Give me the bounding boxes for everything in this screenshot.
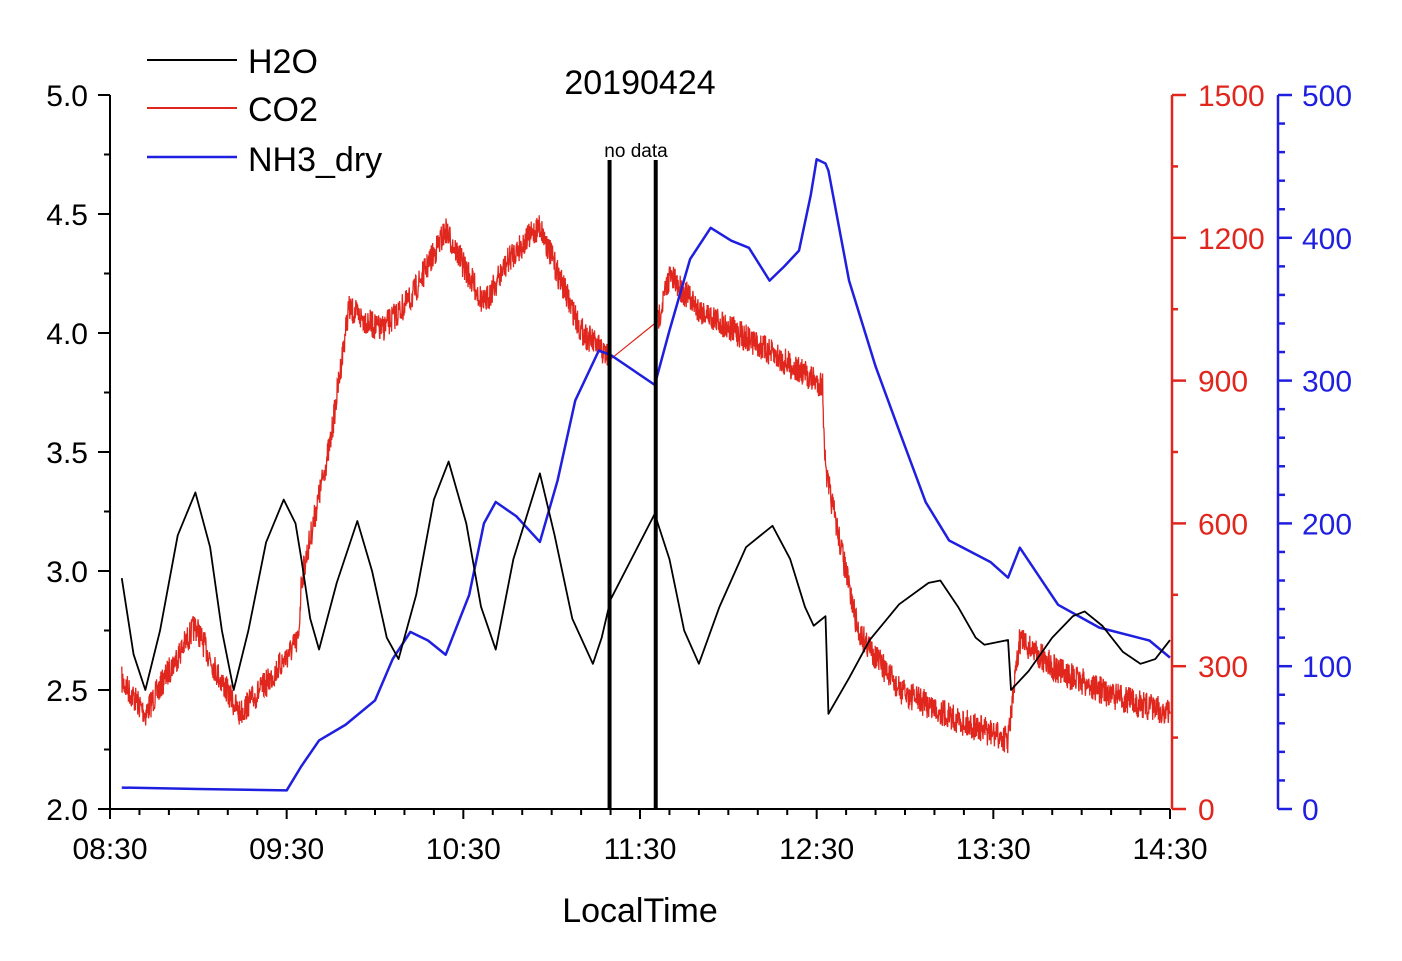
nh3-tick-label: 100 [1302, 651, 1352, 684]
co2-tick-label: 900 [1198, 366, 1248, 399]
legend-label-nh3: NH3_dry [248, 141, 382, 179]
nh3-tick-label: 300 [1302, 366, 1352, 399]
co2-gap-connector [610, 320, 659, 360]
x-tick-label: 10:30 [426, 833, 501, 866]
co2-tick-label: 1200 [1198, 223, 1265, 256]
co2-tick-label: 300 [1198, 651, 1248, 684]
co2-series-line [657, 266, 1171, 754]
legend-label-co2: CO2 [248, 91, 318, 129]
h2o-series-line [120, 460, 1171, 715]
no-data-annotation: no data [604, 141, 668, 162]
x-tick-label: 12:30 [779, 833, 854, 866]
co2-tick-label: 600 [1198, 508, 1248, 541]
left-tick-label: 2.5 [46, 675, 88, 708]
left-tick-label: 2.0 [46, 794, 88, 827]
nh3-tick-label: 200 [1302, 508, 1352, 541]
x-tick-label: 08:30 [72, 833, 147, 866]
left-tick-label: 4.0 [46, 318, 88, 351]
x-tick-label: 11:30 [604, 833, 677, 866]
nh3-tick-label: 500 [1302, 80, 1352, 113]
x-tick-label: 09:30 [249, 833, 324, 866]
legend: H2O CO2 NH3_dry [147, 43, 382, 179]
chart-title: 20190424 [564, 64, 715, 102]
nh3-tick-label: 0 [1302, 794, 1319, 827]
axes: 08:30 09:30 10:30 11:30 12:30 13:30 14:30 2.0 2.… [46, 80, 1352, 866]
x-tick-label: 14:30 [1132, 833, 1207, 866]
left-tick-label: 3.0 [46, 556, 88, 589]
plot-area [120, 158, 1171, 809]
left-tick-label: 3.5 [46, 437, 88, 470]
co2-series-line [121, 215, 612, 726]
x-tick-label: 13:30 [956, 833, 1031, 866]
nh3-tick-label: 400 [1302, 223, 1352, 256]
left-tick-label: 5.0 [46, 80, 88, 113]
nh3-dry-series-line [121, 158, 1171, 792]
co2-tick-label: 0 [1198, 794, 1215, 827]
co2-tick-label: 1500 [1198, 80, 1265, 113]
x-axis-label: LocalTime [562, 892, 718, 930]
legend-label-h2o: H2O [248, 43, 318, 81]
left-tick-label: 4.5 [46, 199, 88, 232]
